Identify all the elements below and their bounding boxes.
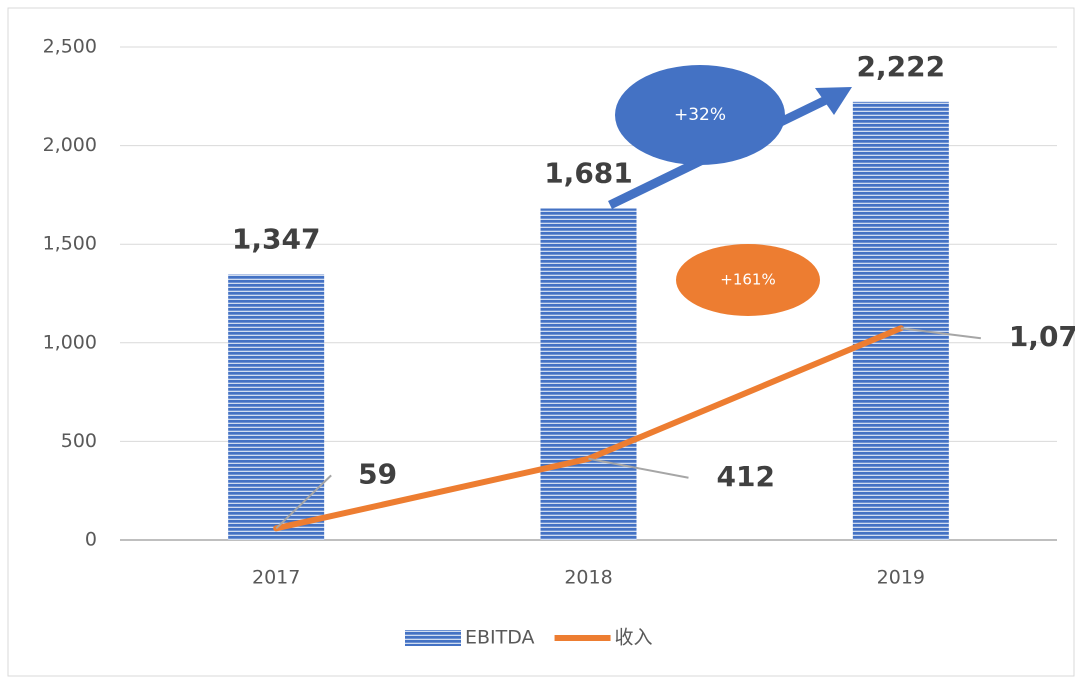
data-label: 2,222 <box>857 50 946 83</box>
bar <box>540 208 637 540</box>
data-label: 1,347 <box>232 222 321 255</box>
legend-label: 收入 <box>615 627 653 649</box>
data-label: 1,681 <box>544 157 633 190</box>
x-tick-label: 2018 <box>564 567 612 589</box>
annotation: +161% <box>720 271 775 289</box>
x-tick-label: 2017 <box>252 567 300 589</box>
y-tick-label: 2,000 <box>43 134 97 156</box>
y-tick-label: 1,500 <box>43 233 97 255</box>
leader-line <box>275 474 332 530</box>
x-tick-label: 2019 <box>877 567 925 589</box>
annotation-arrow <box>608 93 832 210</box>
annotation-bubble <box>676 244 820 316</box>
y-tick-label: 0 <box>85 529 97 551</box>
y-tick-label: 2,500 <box>43 36 97 58</box>
annotation: +32% <box>674 105 726 125</box>
annotation-arrowhead <box>815 87 852 115</box>
legend-swatch <box>405 630 461 646</box>
leader-line <box>588 457 689 479</box>
bar <box>852 101 949 541</box>
frame <box>7 7 1075 677</box>
bar <box>228 274 325 540</box>
data-label: 59 <box>358 457 397 490</box>
y-tick-label: 1,000 <box>43 331 97 353</box>
leader-line <box>900 327 981 340</box>
y-tick-label: 500 <box>61 430 97 452</box>
legend-label: EBITDA <box>465 627 535 649</box>
data-label: 412 <box>717 460 775 493</box>
data-label: 1,074 <box>1009 320 1075 353</box>
